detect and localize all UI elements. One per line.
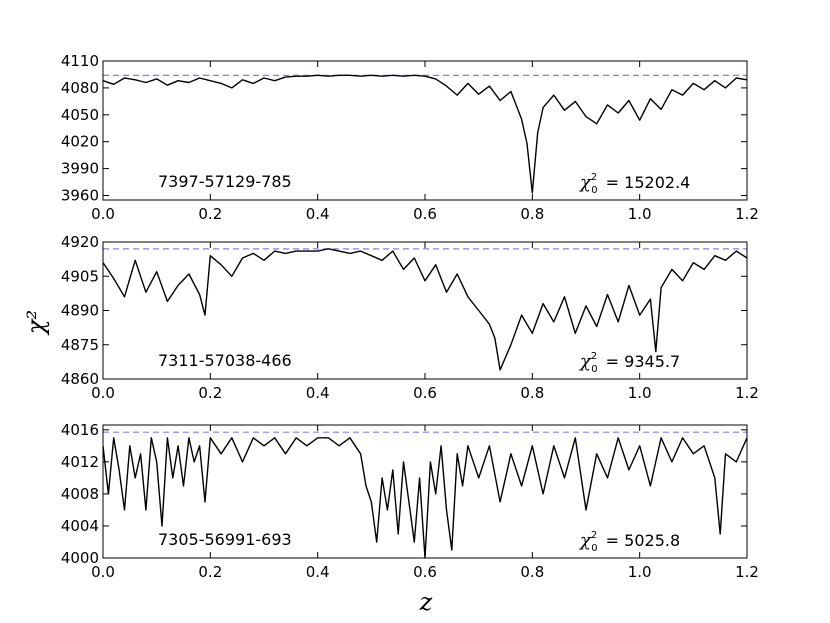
x-tick-label: 1.0	[628, 205, 652, 223]
x-tick-label: 0.4	[306, 563, 330, 581]
panels-group: 0.0 0.2 0.4 0.6 0.8 1.0 1.2 3960 3990 4020 4050 408…	[61, 52, 759, 581]
y-tick-label: 4905	[61, 267, 99, 285]
y-tick-label: 4875	[61, 336, 99, 354]
y-tick-label: 4110	[61, 52, 99, 70]
y-tick-label: 4860	[61, 370, 99, 388]
y-tick-label: 4012	[61, 453, 99, 471]
x-tick-label: 0.6	[413, 563, 437, 581]
panel-id-label: 7397-57129-785	[158, 172, 292, 191]
chi2-curve	[102, 437, 748, 559]
x-tick-label: 0.0	[91, 563, 115, 581]
x-tick-label: 0.2	[198, 205, 222, 223]
x-tick-label: 1.2	[735, 384, 759, 402]
x-tick-label: 0.0	[91, 384, 115, 402]
x-tick-label: 0.8	[520, 205, 544, 223]
panel-id-label: 7311-57038-466	[158, 351, 292, 370]
y-tick-label: 3960	[61, 187, 99, 205]
y-tick-label: 4920	[61, 233, 99, 251]
x-tick-label: 0.6	[413, 205, 437, 223]
x-axis-label: z	[419, 588, 433, 616]
y-axis-label: χ²	[22, 310, 50, 336]
x-tick-label: 0.0	[91, 205, 115, 223]
x-tick-label: 0.2	[198, 563, 222, 581]
chi2-curve	[102, 74, 748, 194]
y-tick-label: 4020	[61, 133, 99, 151]
chi2-curve	[102, 248, 748, 371]
panel-3: 0.0 0.2 0.4 0.6 0.8 1.0 1.2 4000 4004 4008 4012 401…	[61, 421, 759, 581]
x-tick-label: 0.6	[413, 384, 437, 402]
y-tick-label: 4004	[61, 517, 99, 535]
x-tick-label: 0.8	[520, 563, 544, 581]
x-tick-label: 1.0	[628, 384, 652, 402]
y-tick-label: 4890	[61, 302, 99, 320]
x-tick-label: 0.4	[306, 205, 330, 223]
x-tick-label: 1.0	[628, 563, 652, 581]
y-tick-label: 4000	[61, 549, 99, 567]
panel-1: 0.0 0.2 0.4 0.6 0.8 1.0 1.2 3960 3990 4020 4050 408…	[61, 52, 759, 223]
x-tick-label: 1.2	[735, 205, 759, 223]
chi0-label: χ2 0 = 5025.8	[578, 530, 680, 554]
y-tick-label: 4080	[61, 79, 99, 97]
x-tick-label: 0.4	[306, 384, 330, 402]
panel-id-label: 7305-56991-693	[158, 530, 292, 549]
y-tick-label: 4008	[61, 485, 99, 503]
chi0-label: χ2 0 = 15202.4	[578, 172, 690, 196]
x-tick-label: 1.2	[735, 563, 759, 581]
x-tick-label: 0.2	[198, 384, 222, 402]
x-tick-label: 0.8	[520, 384, 544, 402]
y-tick-label: 4050	[61, 106, 99, 124]
chi0-label: χ2 0 = 9345.7	[578, 351, 680, 375]
y-tick-label: 3990	[61, 160, 99, 178]
panel-2: 0.0 0.2 0.4 0.6 0.8 1.0 1.2 4860 4875 4890 4905 492…	[61, 233, 759, 402]
y-tick-label: 4016	[61, 421, 99, 439]
